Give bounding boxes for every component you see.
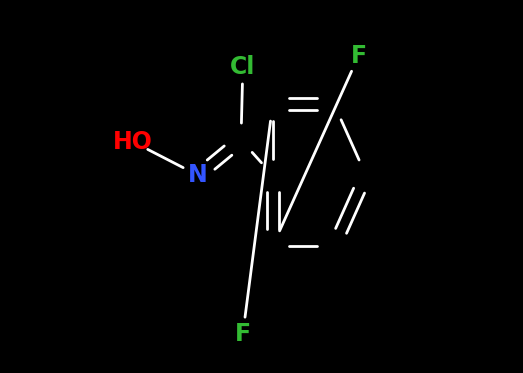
Text: Cl: Cl — [230, 55, 256, 79]
Text: HO: HO — [113, 130, 153, 154]
Text: N: N — [188, 163, 208, 187]
Text: F: F — [235, 322, 251, 346]
Text: F: F — [350, 44, 367, 68]
